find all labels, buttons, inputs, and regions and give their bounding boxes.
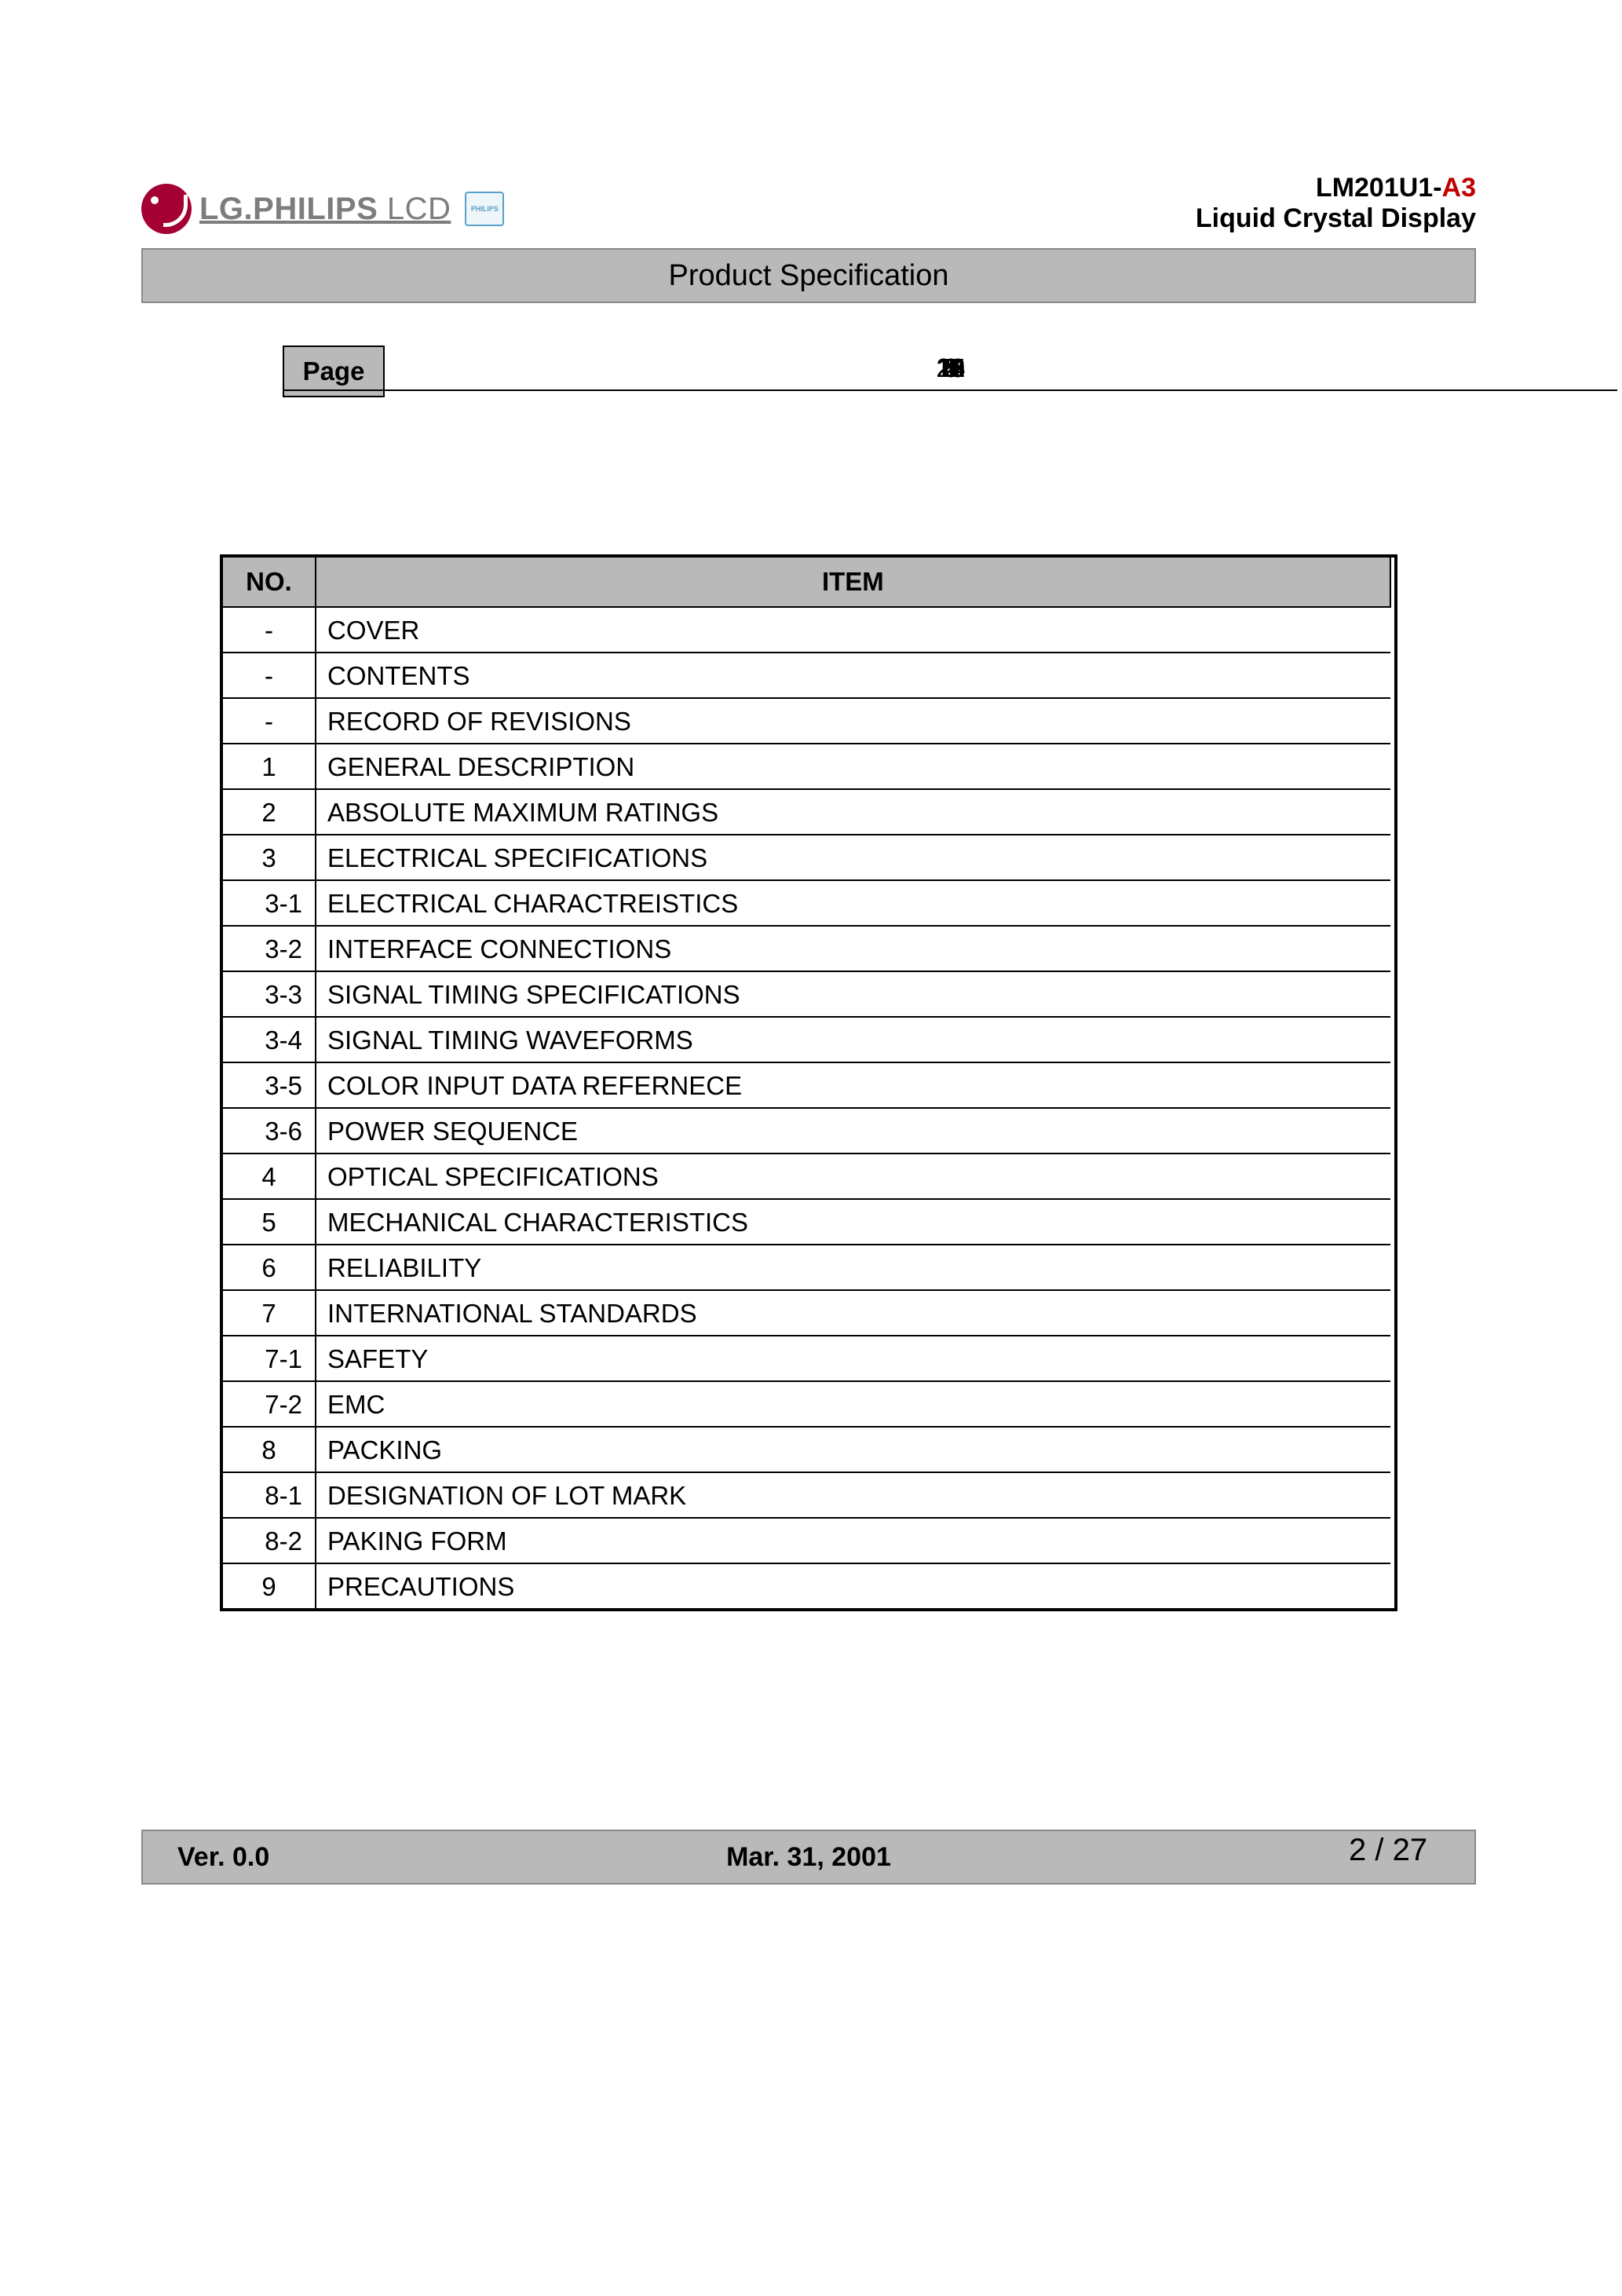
- toc-cell-item: ELECTRICAL CHARACTREISTICS: [316, 880, 1390, 926]
- footer-date: Mar. 31, 2001: [143, 1842, 1474, 1873]
- toc-cell-no: 4: [221, 1153, 316, 1199]
- toc-cell-no: 7-2: [221, 1381, 316, 1427]
- table-row: 6RELIABILITY22: [221, 1245, 1396, 1290]
- toc-container: NO. ITEM Page -COVER1-CONTENTS2-RECORD O…: [220, 554, 1397, 1611]
- toc-cell-item: PAKING FORM: [316, 1518, 1390, 1563]
- toc-cell-item: OPTICAL SPECIFICATIONS: [316, 1153, 1390, 1199]
- footer-page-number: 2 / 27: [1349, 1833, 1427, 1868]
- toc-cell-item: PRECAUTIONS: [316, 1563, 1390, 1610]
- document-page: LG.PHILIPS LCD PHILIPS LM201U1-A3 Liquid…: [141, 173, 1476, 1611]
- table-row: 8-2PAKING FORM24: [221, 1518, 1396, 1563]
- toc-cell-no: 2: [221, 789, 316, 835]
- logo-block: LG.PHILIPS LCD PHILIPS: [141, 184, 504, 234]
- table-row: 8PACKING24: [221, 1427, 1396, 1472]
- logo-text-thin: LCD: [378, 192, 451, 226]
- toc-cell-item: ELECTRICAL SPECIFICATIONS: [316, 835, 1390, 880]
- footer-bar: Ver. 0.0 Mar. 31, 2001: [141, 1830, 1476, 1885]
- toc-cell-item: RECORD OF REVISIONS: [316, 698, 1390, 744]
- toc-cell-item: COLOR INPUT DATA REFERNECE: [316, 1062, 1390, 1108]
- toc-cell-item: COVER: [316, 607, 1390, 653]
- toc-header-row: NO. ITEM Page: [221, 556, 1396, 607]
- table-row: 3-6POWER SEQUENCE14: [221, 1108, 1396, 1153]
- toc-cell-no: 3-1: [221, 880, 316, 926]
- toc-cell-item: MECHANICAL CHARACTERISTICS: [316, 1199, 1390, 1245]
- toc-cell-item: RELIABILITY: [316, 1245, 1390, 1290]
- toc-cell-no: 3-2: [221, 926, 316, 971]
- toc-cell-no: 9: [221, 1563, 316, 1610]
- toc-cell-no: 7: [221, 1290, 316, 1336]
- toc-cell-item: SIGNAL TIMING SPECIFICATIONS: [316, 971, 1390, 1017]
- table-row: 4OPTICAL SPECIFICATIONS15: [221, 1153, 1396, 1199]
- toc-cell-item: INTERFACE CONNECTIONS: [316, 926, 1390, 971]
- toc-cell-item: SIGNAL TIMING WAVEFORMS: [316, 1017, 1390, 1062]
- toc-cell-page: 25: [283, 345, 1617, 391]
- table-row: 3-1ELECTRICAL CHARACTREISTICS6: [221, 880, 1396, 926]
- model-suffix: A3: [1442, 173, 1476, 203]
- toc-cell-no: 8-2: [221, 1518, 316, 1563]
- title-bar: Product Specification: [141, 248, 1476, 303]
- toc-cell-no: 7-1: [221, 1336, 316, 1381]
- table-row: 9PRECAUTIONS25: [221, 1563, 1396, 1610]
- toc-cell-no: 3-3: [221, 971, 316, 1017]
- table-row: -CONTENTS2: [221, 653, 1396, 698]
- table-row: 3-2INTERFACE CONNECTIONS8: [221, 926, 1396, 971]
- table-row: 3-3SIGNAL TIMING SPECIFICATIONS11: [221, 971, 1396, 1017]
- toc-cell-item: INTERNATIONAL STANDARDS: [316, 1290, 1390, 1336]
- toc-cell-item: ABSOLUTE MAXIMUM RATINGS: [316, 789, 1390, 835]
- toc-cell-item: EMC: [316, 1381, 1390, 1427]
- toc-cell-no: -: [221, 698, 316, 744]
- table-row: 1GENERAL DESCRIPTION4: [221, 744, 1396, 789]
- logo-text: LG.PHILIPS LCD: [199, 192, 451, 227]
- toc-col-item: ITEM: [316, 556, 1390, 607]
- header-row: LG.PHILIPS LCD PHILIPS LM201U1-A3 Liquid…: [141, 173, 1476, 234]
- toc-cell-no: 1: [221, 744, 316, 789]
- table-row: -COVER1: [221, 607, 1396, 653]
- lg-logo-icon: [141, 184, 192, 234]
- toc-cell-item: PACKING: [316, 1427, 1390, 1472]
- toc-cell-no: -: [221, 607, 316, 653]
- model-block: LM201U1-A3 Liquid Crystal Display: [1196, 173, 1476, 234]
- toc-cell-no: 5: [221, 1199, 316, 1245]
- toc-cell-no: -: [221, 653, 316, 698]
- toc-table: NO. ITEM Page -COVER1-CONTENTS2-RECORD O…: [220, 554, 1397, 1611]
- toc-cell-item: CONTENTS: [316, 653, 1390, 698]
- toc-cell-item: GENERAL DESCRIPTION: [316, 744, 1390, 789]
- toc-cell-no: 8: [221, 1427, 316, 1472]
- table-row: 7-1SAFETY23: [221, 1336, 1396, 1381]
- table-row: -RECORD OF REVISIONS3: [221, 698, 1396, 744]
- philips-badge-icon: PHILIPS: [465, 192, 504, 226]
- model-prefix: LM201U1-: [1316, 173, 1442, 203]
- toc-cell-item: POWER SEQUENCE: [316, 1108, 1390, 1153]
- table-row: 3-4SIGNAL TIMING WAVEFORMS12: [221, 1017, 1396, 1062]
- model-subtitle: Liquid Crystal Display: [1196, 203, 1476, 234]
- table-row: 7-2EMC23: [221, 1381, 1396, 1427]
- table-row: 3-5COLOR INPUT DATA REFERNECE13: [221, 1062, 1396, 1108]
- toc-cell-no: 3-6: [221, 1108, 316, 1153]
- table-row: 8-1DESIGNATION OF LOT MARK24: [221, 1472, 1396, 1518]
- toc-cell-no: 3-5: [221, 1062, 316, 1108]
- model-number: LM201U1-A3: [1196, 173, 1476, 203]
- table-row: 5MECHANICAL CHARACTERISTICS19: [221, 1199, 1396, 1245]
- toc-cell-no: 8-1: [221, 1472, 316, 1518]
- toc-cell-no: 3: [221, 835, 316, 880]
- logo-text-bold: LG.PHILIPS: [199, 192, 378, 226]
- toc-cell-item: SAFETY: [316, 1336, 1390, 1381]
- table-row: 3ELECTRICAL SPECIFICATIONS6: [221, 835, 1396, 880]
- toc-cell-no: 3-4: [221, 1017, 316, 1062]
- table-row: 2ABSOLUTE MAXIMUM RATINGS5: [221, 789, 1396, 835]
- toc-cell-item: DESIGNATION OF LOT MARK: [316, 1472, 1390, 1518]
- toc-col-no: NO.: [221, 556, 316, 607]
- toc-cell-no: 6: [221, 1245, 316, 1290]
- table-row: 7INTERNATIONAL STANDARDS23: [221, 1290, 1396, 1336]
